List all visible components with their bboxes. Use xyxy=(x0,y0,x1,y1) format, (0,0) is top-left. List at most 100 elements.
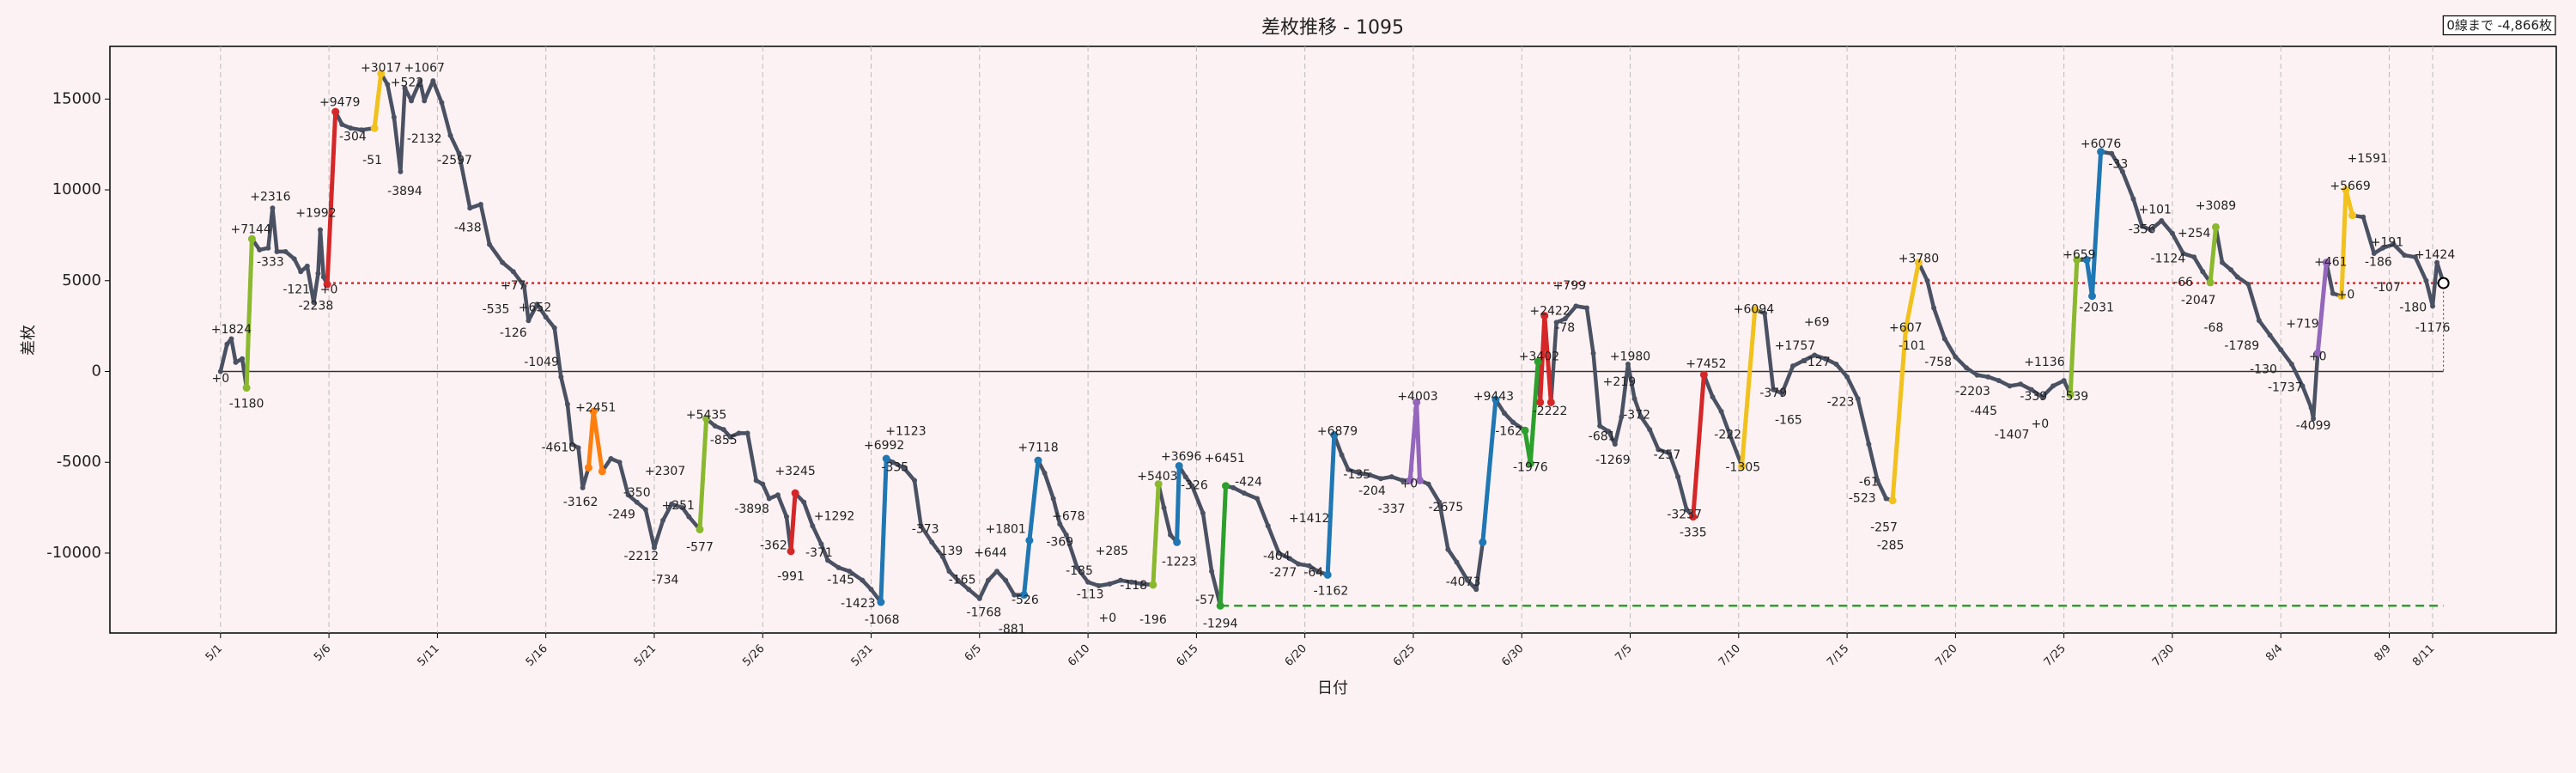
point xyxy=(1400,478,1406,484)
point xyxy=(1200,510,1206,516)
point xyxy=(1034,456,1042,465)
point xyxy=(1168,532,1174,538)
point xyxy=(1255,496,1261,502)
annotation: -127 xyxy=(1803,356,1831,369)
point xyxy=(398,168,404,174)
annotation: -1176 xyxy=(2415,321,2451,335)
point xyxy=(775,492,781,498)
point xyxy=(2211,222,2220,231)
chart-title: 差枚推移 - 1095 xyxy=(1261,17,1404,39)
annotation: -68 xyxy=(2204,321,2224,335)
point xyxy=(2028,386,2034,393)
point xyxy=(1025,536,1034,545)
point xyxy=(2278,347,2284,353)
annotation: -57 xyxy=(1195,593,1215,607)
point xyxy=(860,577,866,583)
point xyxy=(1492,395,1500,404)
point xyxy=(1323,570,1332,579)
point xyxy=(2180,251,2186,257)
annotation: +0 xyxy=(1099,612,1117,625)
point xyxy=(1406,476,1414,484)
point xyxy=(1822,356,1828,362)
annotation: -4099 xyxy=(2296,419,2331,433)
annotation: -2597 xyxy=(437,154,472,167)
point xyxy=(1536,398,1545,406)
annotation: -249 xyxy=(608,508,635,522)
annotation: -121 xyxy=(283,283,310,296)
point xyxy=(217,368,223,374)
annotation: -1789 xyxy=(2224,339,2259,353)
point xyxy=(1540,312,1549,320)
point xyxy=(402,85,408,91)
highlight-line xyxy=(1218,485,1228,606)
annotation: -372 xyxy=(1623,408,1650,422)
point xyxy=(575,445,581,451)
point xyxy=(1546,398,1555,406)
annotation: +1824 xyxy=(211,323,252,337)
annotation: -356 xyxy=(2129,223,2156,237)
point xyxy=(2348,211,2357,220)
point xyxy=(877,598,885,606)
point xyxy=(1139,581,1145,587)
point xyxy=(247,234,256,243)
point xyxy=(1684,507,1690,513)
y-tick-label: 5000 xyxy=(62,271,101,289)
point xyxy=(939,554,945,560)
point xyxy=(625,492,631,498)
annotation: -991 xyxy=(777,569,805,583)
annotation: +5403 xyxy=(1137,470,1177,484)
point xyxy=(912,478,918,484)
point xyxy=(1606,429,1612,435)
point xyxy=(317,227,323,233)
point xyxy=(1128,579,1134,585)
annotation: +285 xyxy=(1096,545,1128,558)
annotation: -373 xyxy=(912,522,939,536)
annotation: -139 xyxy=(936,545,963,558)
point xyxy=(2256,318,2262,324)
point xyxy=(1996,378,2002,384)
annotation: +191 xyxy=(2371,235,2403,249)
annotation: +0 xyxy=(320,283,338,296)
point xyxy=(791,489,799,497)
point xyxy=(660,517,666,523)
annotation: -758 xyxy=(1924,356,1952,369)
point xyxy=(1883,496,1889,502)
point xyxy=(1855,396,1861,402)
point xyxy=(1762,310,1768,316)
annotation: -285 xyxy=(1877,539,1905,553)
annotation: -438 xyxy=(454,221,482,234)
point xyxy=(439,100,445,106)
annotation: +254 xyxy=(2178,227,2211,240)
point xyxy=(2220,259,2226,265)
point xyxy=(584,464,592,472)
annotation: -204 xyxy=(1358,484,1386,498)
point xyxy=(985,577,991,583)
point xyxy=(2267,332,2273,338)
point xyxy=(1710,394,1716,400)
point xyxy=(2066,390,2075,399)
annotation: +644 xyxy=(974,546,1007,560)
point xyxy=(564,401,570,407)
point xyxy=(1985,374,1991,380)
point xyxy=(1738,461,1747,470)
annotation: -577 xyxy=(686,541,714,555)
annotation: -78 xyxy=(1555,321,1575,335)
highlight-line xyxy=(1740,309,1758,466)
point xyxy=(720,427,726,433)
point xyxy=(2342,186,2350,194)
point xyxy=(486,241,492,247)
point xyxy=(976,595,982,601)
annotation: +6076 xyxy=(2081,137,2121,151)
annotation: -145 xyxy=(827,574,854,587)
point xyxy=(323,280,331,289)
annotation: -379 xyxy=(1759,386,1787,400)
point xyxy=(2050,383,2057,389)
annotation: -4610 xyxy=(541,441,576,454)
annotation: +2307 xyxy=(645,465,685,478)
annotation: -4073 xyxy=(1446,575,1481,589)
point xyxy=(233,359,239,365)
point xyxy=(348,125,354,131)
point xyxy=(946,569,952,575)
point xyxy=(1437,499,1443,505)
highlight-line xyxy=(1151,484,1161,586)
